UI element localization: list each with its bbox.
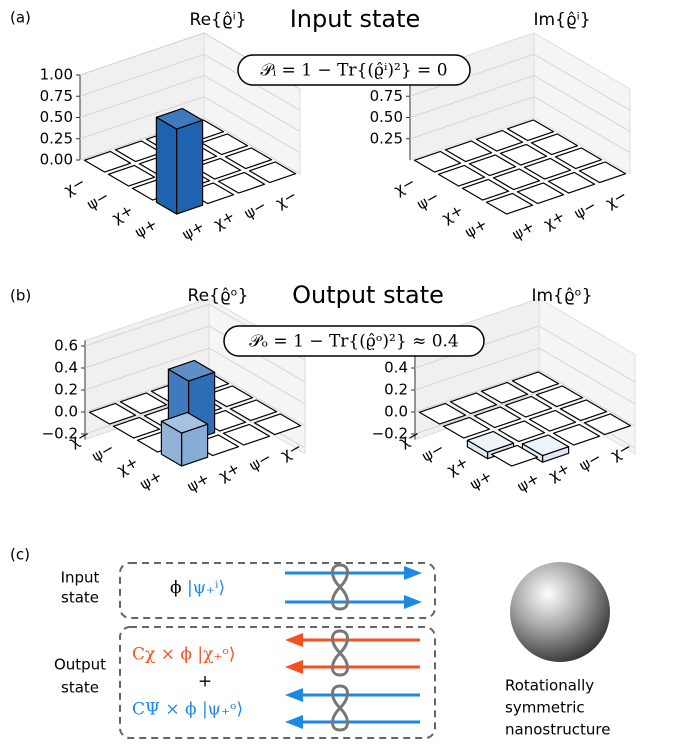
row-label: χ+ <box>444 453 471 479</box>
state-formula: ϕ |ψ₊ⁱ⟩ <box>170 578 225 598</box>
row-label: state <box>61 589 99 607</box>
figure: 0.000.250.500.751.00χ−ψ−χ+ψ+ψ+χ+ψ−χ−Re{ϱ… <box>0 0 675 743</box>
chart-title: Im{ϱ̂ᵒ} <box>531 286 592 306</box>
z-tick-label: 0.2 <box>384 381 408 399</box>
column-label: ψ+ <box>179 217 207 244</box>
row-label: ψ+ <box>467 467 495 494</box>
z-tick-label: 0.4 <box>54 359 78 377</box>
column-label: χ+ <box>546 459 573 485</box>
column-label: ψ− <box>241 196 269 223</box>
z-tick-label: 0.50 <box>370 108 403 126</box>
column-label: ψ+ <box>509 217 537 244</box>
column-label: ψ− <box>246 448 274 475</box>
row-label: ψ− <box>89 439 117 466</box>
panel-label: (b) <box>10 287 31 305</box>
column-label: ψ− <box>571 196 599 223</box>
caption: Rotationally <box>505 677 594 695</box>
row-label: ψ− <box>414 187 442 214</box>
panel-label: (a) <box>10 9 31 27</box>
purity-annotation: 𝒫ᵢ = 1 − Tr{(ϱ̂ⁱ)²} = 0 <box>260 61 447 81</box>
row-label: ψ+ <box>137 467 165 494</box>
z-tick-label: 0.0 <box>384 403 408 421</box>
row-label: χ+ <box>114 453 141 479</box>
ket: |ψ₊ⁱ⟩ <box>187 578 225 598</box>
chart-title: Re{ϱ̂ᵒ} <box>188 286 249 306</box>
bar <box>156 108 202 214</box>
bar <box>161 412 207 466</box>
panel-label: (c) <box>10 546 30 564</box>
row-label: ψ− <box>419 439 447 466</box>
z-tick-label: 0.75 <box>370 87 403 105</box>
state-formula: Cχ × ϕ |χ₊ᵒ⟩ <box>132 645 236 665</box>
z-tick-label: 1.00 <box>40 66 73 84</box>
column-label: ψ− <box>576 448 604 475</box>
column-label: χ− <box>273 186 300 212</box>
row-label: state <box>61 679 99 697</box>
sphere <box>510 562 610 662</box>
row-label: χ+ <box>109 201 136 227</box>
bar-face <box>177 120 203 214</box>
z-tick-label: 0.25 <box>370 129 403 147</box>
z-tick-label: 0.4 <box>384 359 408 377</box>
dashed-box <box>120 563 435 618</box>
row-label: ψ+ <box>462 215 490 242</box>
column-label: χ+ <box>541 207 568 233</box>
chart: 0.250.500.75χ−ψ−χ+ψ+ψ+χ+ψ−χ−Im{ϱ̂ⁱ} <box>370 10 630 244</box>
z-tick-label: 0.75 <box>40 87 73 105</box>
column-label: ψ+ <box>514 469 542 496</box>
z-tick-label: 0.25 <box>40 129 73 147</box>
column-label: χ− <box>603 186 630 212</box>
column-label: ψ+ <box>184 469 212 496</box>
column-label: χ+ <box>216 459 243 485</box>
chart-title: Re{ϱ̂ⁱ} <box>190 10 247 30</box>
chart: −0.20.00.20.4χ−ψ−χ+ψ+ψ+χ+ψ−χ−Im{ϱ̂ᵒ} <box>372 286 635 496</box>
panel-heading: Output state <box>292 281 444 309</box>
row-label: χ− <box>61 173 88 199</box>
z-tick-label: 0.50 <box>40 108 73 126</box>
bar-face <box>156 117 176 214</box>
z-tick-label: 0.00 <box>40 151 73 169</box>
chart: −0.20.00.20.40.6χ−ψ−χ+ψ+ψ+χ+ψ−χ−Re{ϱ̂ᵒ} <box>42 286 305 496</box>
column-label: χ+ <box>211 207 238 233</box>
chart-title: Im{ϱ̂ⁱ} <box>533 10 590 30</box>
row-label: χ+ <box>439 201 466 227</box>
arrows <box>285 633 420 729</box>
coefficient: ϕ <box>170 578 187 598</box>
row-label: ψ+ <box>132 215 160 242</box>
z-tick-label: 0.2 <box>54 381 78 399</box>
row-label: χ− <box>391 173 418 199</box>
purity-annotation: 𝒫ₒ = 1 − Tr{(ϱ̂ᵒ)²} ≈ 0.4 <box>249 332 459 352</box>
state-formula: CΨ × ϕ |ψ₊ᵒ⟩ <box>132 700 243 720</box>
caption: symmetric <box>505 699 585 717</box>
z-tick-label: 0.0 <box>54 403 78 421</box>
row-label: Output <box>54 656 106 674</box>
row-label: Input <box>61 569 100 587</box>
z-tick-label: 0.6 <box>54 337 78 355</box>
plus: + <box>198 672 212 692</box>
caption: nanostructure <box>505 721 610 739</box>
arrows <box>285 566 422 609</box>
chart: 0.000.250.500.751.00χ−ψ−χ+ψ+ψ+χ+ψ−χ−Re{ϱ… <box>40 10 300 244</box>
row-label: ψ− <box>84 187 112 214</box>
panel-heading: Input state <box>290 5 421 33</box>
